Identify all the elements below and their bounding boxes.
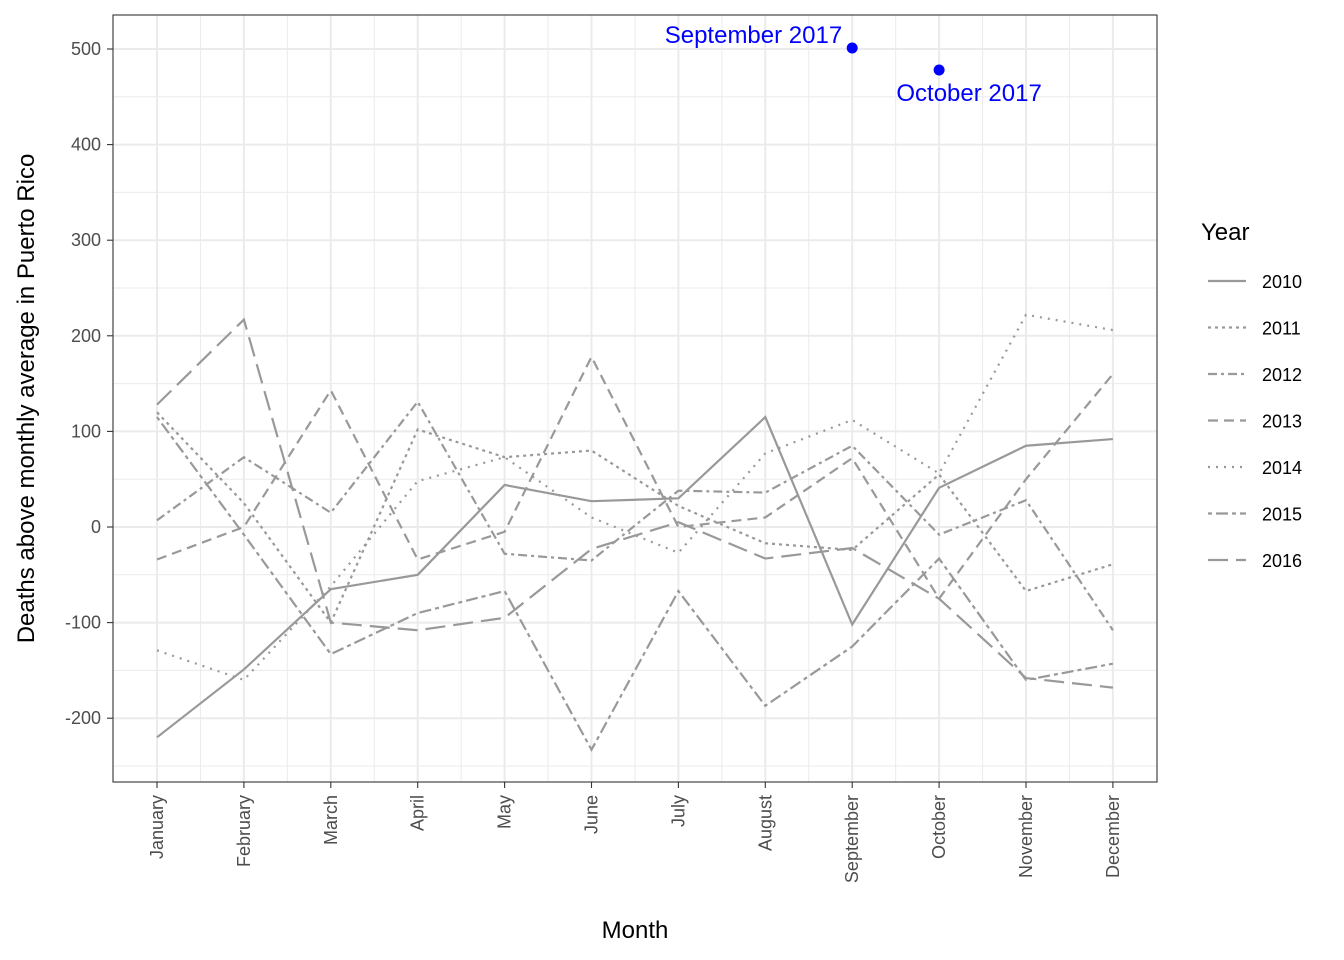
series-line-2010 <box>156 415 1113 739</box>
x-tick-label: January <box>147 795 167 859</box>
legend-label-2014: 2014 <box>1262 458 1302 478</box>
x-tick-label: July <box>668 795 688 827</box>
y-tick-label: -100 <box>65 613 101 633</box>
series-line-2012 <box>156 399 1114 631</box>
y-axis-title: Deaths above monthly average in Puerto R… <box>13 154 40 644</box>
legend-title: Year <box>1201 219 1250 246</box>
minor-gridlines <box>113 15 1157 782</box>
x-tick-label: December <box>1103 795 1123 878</box>
panel-border <box>112 14 1158 783</box>
major-gridlines <box>113 15 1157 782</box>
x-tick-label: May <box>495 795 515 829</box>
series-line-2015 <box>156 416 1114 753</box>
y-tick-label: 0 <box>91 517 101 537</box>
x-tick-label: April <box>408 795 428 831</box>
legend-label-2013: 2013 <box>1262 412 1302 432</box>
y-tick-label: -200 <box>65 708 101 728</box>
highlight-label: October 2017 <box>896 80 1041 107</box>
highlight-point <box>846 42 858 54</box>
x-tick-label: February <box>234 795 254 867</box>
x-tick-label: March <box>321 795 341 845</box>
y-tick-label: 500 <box>71 39 101 59</box>
x-tick-label: June <box>582 795 602 834</box>
x-tick-label: November <box>1016 795 1036 878</box>
highlight-label: September 2017 <box>665 22 842 49</box>
legend-label-2010: 2010 <box>1262 272 1302 292</box>
highlight-points: September 2017 October 2017 <box>665 22 1042 107</box>
legend-label-2011: 2011 <box>1262 319 1301 339</box>
y-tick-label: 300 <box>71 230 101 250</box>
x-tick-label: September <box>842 795 862 883</box>
highlight-point <box>933 64 945 76</box>
y-tick-label: 200 <box>71 326 101 346</box>
series-lines <box>156 313 1114 753</box>
x-tick-label: August <box>755 795 775 851</box>
y-axis: -200 -100 0 100 200 300 400 500 <box>65 39 113 728</box>
legend: Year 2010 2011 2012 2013 2014 2015 2016 <box>1201 219 1302 571</box>
legend-label-2015: 2015 <box>1262 505 1302 525</box>
series-line-2011 <box>156 411 1114 625</box>
legend-label-2016: 2016 <box>1262 551 1302 571</box>
series-line-2016 <box>156 317 1114 689</box>
x-tick-label: October <box>929 795 949 859</box>
y-tick-label: 100 <box>71 421 101 441</box>
x-axis: January February March April May June July Augu… <box>147 782 1123 883</box>
x-axis-title: Month <box>602 917 669 944</box>
legend-label-2012: 2012 <box>1262 365 1302 385</box>
y-tick-label: 400 <box>71 135 101 155</box>
